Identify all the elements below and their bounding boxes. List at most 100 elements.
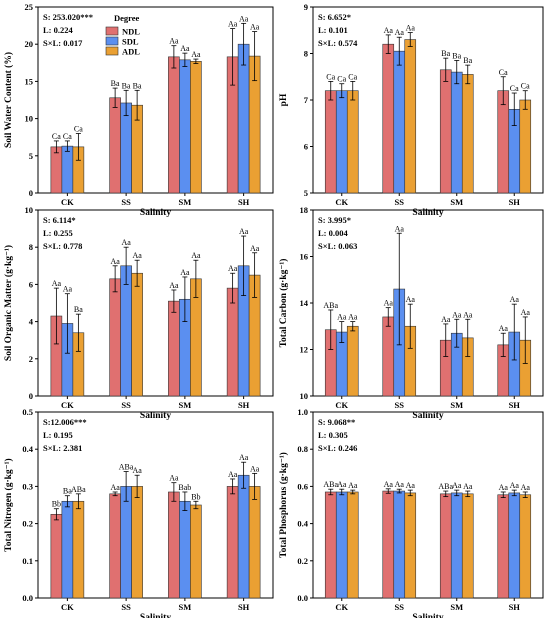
legend-title: Degree bbox=[114, 13, 140, 23]
y-axis-label: Soil Water Content (%) bbox=[3, 52, 14, 148]
error-bar bbox=[241, 461, 247, 489]
significance-label: Aa bbox=[63, 285, 73, 294]
significance-label: Aa bbox=[406, 24, 416, 33]
significance-label: Aa bbox=[121, 238, 131, 247]
stats-line: L: 0.255 bbox=[43, 228, 73, 238]
significance-label: ABa bbox=[71, 485, 86, 494]
y-tick-label: 14 bbox=[300, 298, 309, 308]
significance-label: Ba bbox=[133, 81, 142, 90]
bar-adl-sm bbox=[190, 504, 202, 599]
significance-label: Aa bbox=[191, 50, 201, 59]
legend-label-ndl: NDL bbox=[122, 27, 140, 37]
bar-adl-ss bbox=[131, 486, 143, 599]
significance-label: Ca bbox=[499, 68, 508, 77]
bar-adl-sh bbox=[519, 494, 532, 599]
y-tick-label: 0.5 bbox=[22, 407, 33, 417]
y-tick-label: 15 bbox=[25, 76, 34, 86]
significance-label: Aa bbox=[452, 310, 462, 319]
significance-label: Aa bbox=[239, 14, 249, 23]
significance-label: Aa bbox=[452, 481, 462, 490]
bar-ndl-ss bbox=[382, 43, 395, 194]
significance-label: Aa bbox=[463, 482, 473, 491]
bar-sdl-ss bbox=[120, 102, 132, 194]
bar-adl-sm bbox=[461, 74, 474, 194]
error-bar bbox=[407, 32, 413, 47]
significance-label: Bb bbox=[191, 492, 200, 501]
bar-ndl-sm bbox=[439, 493, 452, 599]
error-bar bbox=[252, 252, 258, 298]
significance-label: Bb bbox=[52, 500, 61, 509]
significance-label: Aa bbox=[239, 227, 249, 236]
bar-adl-ss bbox=[404, 39, 417, 194]
bar-adl-ck bbox=[346, 491, 359, 599]
y-tick-label: 25 bbox=[25, 2, 34, 12]
stats-line: L: 0.305 bbox=[318, 430, 348, 440]
bar-adl-ss bbox=[131, 272, 143, 397]
bar-ndl-ss bbox=[109, 97, 121, 194]
stats-line: S×L: 0.574 bbox=[318, 38, 358, 48]
stats-line: S: 6.652* bbox=[318, 12, 351, 22]
y-tick-label: 0.4 bbox=[22, 444, 33, 454]
y-tick-label: 8 bbox=[29, 242, 33, 252]
significance-label: Ca bbox=[74, 124, 83, 133]
x-tick-label: SS bbox=[121, 602, 131, 612]
x-tick-label: SH bbox=[509, 602, 521, 612]
error-bar bbox=[339, 83, 345, 99]
x-tick-label: CK bbox=[335, 400, 348, 410]
significance-label: Aa bbox=[250, 23, 260, 32]
y-tick-label: 10 bbox=[300, 391, 309, 401]
error-bar bbox=[465, 64, 471, 85]
x-tick-label: CK bbox=[61, 197, 74, 207]
bar-ndl-sm bbox=[168, 56, 180, 194]
error-bar bbox=[64, 495, 70, 508]
error-bar bbox=[522, 491, 528, 498]
stats-line: S×L: 2.381 bbox=[43, 443, 82, 453]
x-tick-label: CK bbox=[61, 400, 74, 410]
bar-ndl-sm bbox=[168, 491, 180, 599]
significance-label: Aa bbox=[228, 470, 238, 479]
error-bar bbox=[123, 246, 129, 285]
significance-label: Aa bbox=[384, 480, 394, 489]
error-bar bbox=[511, 92, 517, 126]
significance-label: Ba bbox=[122, 81, 131, 90]
y-tick-label: 20 bbox=[25, 39, 34, 49]
stats-line: S×L: 0.778 bbox=[43, 241, 82, 251]
y-axis-label: Total Carbon (g·kg⁻¹) bbox=[278, 259, 289, 348]
bar-sdl-ss bbox=[393, 490, 406, 599]
error-bar bbox=[443, 490, 449, 498]
y-axis-label: pH bbox=[279, 93, 289, 106]
error-bar bbox=[64, 140, 70, 152]
error-bar bbox=[75, 313, 81, 352]
legend-label-adl: ADL bbox=[122, 47, 140, 57]
error-bar bbox=[522, 90, 528, 110]
significance-label: Ca bbox=[63, 132, 72, 141]
y-tick-label: 0.0 bbox=[22, 593, 33, 603]
error-bar bbox=[112, 491, 118, 497]
y-tick-label: 0 bbox=[29, 391, 33, 401]
error-bar bbox=[53, 140, 59, 154]
stats-line: S×L: 0.246 bbox=[318, 443, 357, 453]
error-bar bbox=[75, 493, 81, 510]
error-bar bbox=[252, 472, 258, 500]
significance-label: Ba bbox=[463, 56, 472, 65]
y-tick-label: 10 bbox=[25, 205, 34, 215]
legend-label-sdl: SDL bbox=[122, 37, 139, 47]
error-bar bbox=[385, 34, 391, 54]
bar-adl-sm bbox=[190, 61, 202, 194]
bar-sdl-sh bbox=[237, 43, 250, 194]
significance-label: ABa bbox=[323, 301, 338, 310]
error-bar bbox=[171, 289, 177, 313]
bar-sdl-ss bbox=[120, 265, 132, 397]
bar-ndl-ck bbox=[50, 146, 63, 194]
significance-label: Bab bbox=[178, 483, 191, 492]
plot-frame bbox=[312, 411, 544, 599]
significance-label: Aa bbox=[250, 244, 260, 253]
y-tick-label: 0.6 bbox=[297, 481, 308, 491]
x-tick-label: SM bbox=[450, 400, 463, 410]
bar-adl-sh bbox=[248, 486, 261, 599]
bar-adl-sm bbox=[461, 493, 474, 599]
significance-label: Aa bbox=[239, 453, 249, 462]
y-tick-label: 0.2 bbox=[22, 519, 33, 529]
chart-panel-5: 0.0 0.1 0.2 0.3 0.4 0.5 CK SS SM SH Salinity Total … bbox=[3, 407, 274, 618]
significance-label: Aa bbox=[521, 483, 531, 492]
